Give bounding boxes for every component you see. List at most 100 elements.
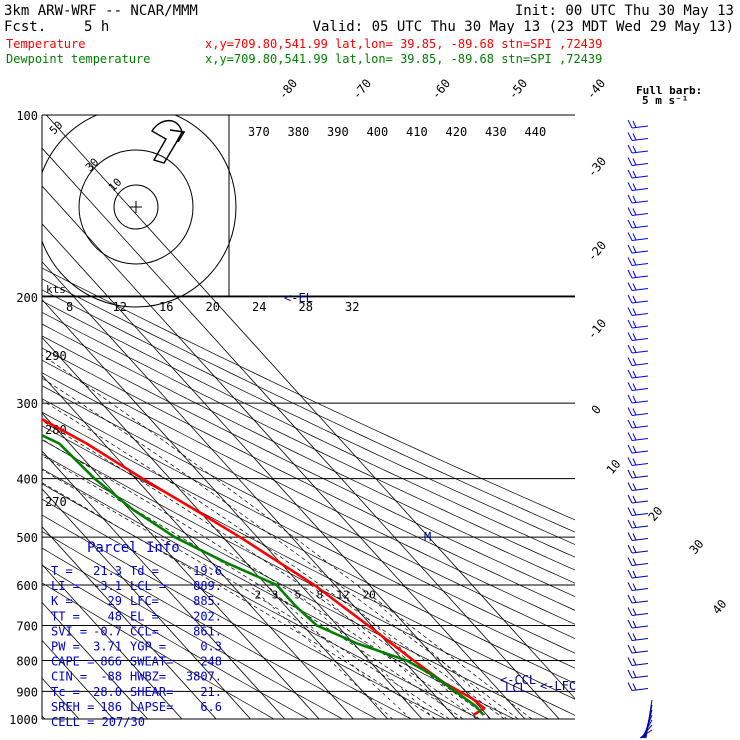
parcel-info-cell: LFC= — [130, 594, 159, 608]
wind-barb — [627, 257, 649, 266]
wind-barb — [627, 219, 649, 229]
wind-barb — [627, 569, 649, 579]
mixing-ratio-label: 3 — [272, 589, 279, 602]
wind-barb — [627, 557, 649, 566]
hodograph-axis-tick: 20 — [206, 300, 220, 314]
mixing-ratio-label: 5 — [294, 589, 301, 602]
mixing-ratio-line — [266, 584, 411, 719]
isotherm-line — [42, 374, 354, 719]
wind-barb — [627, 194, 649, 204]
theta-label: 440 — [525, 125, 547, 139]
parcel-info-cell: -88 — [100, 670, 122, 684]
wind-barb — [627, 507, 649, 516]
hodograph-axis-tick: 24 — [252, 300, 266, 314]
parcel-info-cell: 885. — [193, 594, 222, 608]
m-marker: M — [424, 530, 431, 544]
wind-barb — [627, 319, 649, 329]
isotherm-line — [45, 115, 575, 700]
theta-label: 430 — [485, 125, 507, 139]
dry-adiabat — [42, 267, 575, 521]
dry-adiabat-label: 280 — [45, 423, 67, 437]
hodograph-axis-tick: 12 — [113, 300, 127, 314]
dry-adiabat-label: 290 — [45, 349, 67, 363]
dry-adiabat — [42, 359, 575, 625]
parcel-info-cell: 29 — [108, 594, 122, 608]
parcel-info-cell: 19.6 — [193, 564, 222, 578]
parcel-info-cell: HWBZ= — [130, 670, 166, 684]
isotherm-label: 0 — [589, 402, 604, 417]
dry-adiabat — [42, 385, 575, 654]
parcel-info-cell: LAPSE= — [130, 700, 173, 714]
parcel-info-cell: SHEAR= — [130, 685, 173, 699]
wind-barb — [627, 144, 649, 154]
isotherm-line — [42, 147, 560, 719]
isotherm-line — [42, 412, 320, 719]
parcel-info-cell: CAPE = — [51, 655, 94, 669]
pressure-tick-label: 1000 — [9, 713, 38, 727]
dry-adiabat — [42, 425, 575, 700]
parcel-info-cell: 889. — [193, 579, 222, 593]
isotherm-line — [42, 185, 526, 719]
wind-barb — [627, 432, 649, 441]
isotherm-label: -60 — [429, 76, 454, 102]
isotherm-label: 20 — [646, 504, 666, 524]
wind-barb — [627, 207, 649, 216]
pressure-tick-label: 500 — [16, 531, 38, 545]
hodograph-trace — [151, 119, 183, 164]
parcel-info-cell: YGP = — [130, 640, 166, 654]
wind-barb — [627, 119, 649, 129]
moist-adiabat — [42, 455, 464, 719]
wind-barb — [627, 132, 649, 141]
parcel-info-cell: -0.7 — [93, 624, 122, 638]
isotherm-line — [42, 563, 183, 719]
wind-barb — [627, 282, 649, 291]
hodograph-axis-tick: 32 — [345, 300, 359, 314]
pressure-tick-label: 300 — [16, 397, 38, 411]
parcel-info-title: Parcel Info — [87, 540, 180, 556]
dewpoint-legend: Dewpoint temperature — [6, 52, 151, 66]
theta-label: 380 — [288, 125, 310, 139]
dry-adiabat — [42, 582, 275, 719]
dewpoint-location: x,y=709.80,541.99 lat,lon= 39.85, -89.68… — [205, 52, 602, 66]
dry-adiabat — [42, 439, 575, 716]
el-marker: <-EL — [284, 291, 313, 305]
lfc-marker: <-LFC — [540, 679, 576, 693]
wind-barb — [627, 607, 649, 616]
hodograph-axis-tick: 28 — [299, 300, 313, 314]
wind-barb — [627, 419, 649, 429]
dry-adiabat — [42, 335, 575, 598]
dry-adiabat — [42, 278, 575, 533]
pressure-tick-label: 900 — [16, 685, 38, 699]
barb-unit: 5 m s⁻¹ — [642, 94, 688, 107]
wind-barb — [627, 669, 649, 679]
wind-barb — [627, 344, 649, 354]
wind-barb — [627, 519, 649, 529]
dry-adiabat — [42, 483, 481, 719]
wind-barb — [627, 494, 649, 504]
wind-barb — [627, 382, 649, 391]
temperature-location: x,y=709.80,541.99 lat,lon= 39.85, -89.68… — [205, 37, 602, 51]
dry-adiabat — [42, 498, 447, 719]
parcel-info-cell: SWEAT= — [130, 655, 173, 669]
parcel-info-cell: Td = — [130, 564, 159, 578]
wind-barb — [627, 594, 649, 604]
barb-title: Full barb: — [636, 84, 702, 97]
parcel-info-cell: 48 — [108, 609, 122, 623]
hodograph-ring-middle — [78, 149, 194, 265]
parcel-info-cell: CIN = — [51, 670, 87, 684]
parcel-info-cell: 186 — [100, 700, 122, 714]
mixing-ratio-label: 2 — [254, 589, 261, 602]
wind-barb — [627, 232, 649, 241]
parcel-info-cell: 0.3 — [200, 640, 222, 654]
parcel-info-cell: CCL= — [130, 624, 159, 638]
isotherm-label: -10 — [585, 316, 610, 342]
isotherm-line — [42, 298, 423, 719]
model-title: 3km ARW-WRF -- NCAR/MMM — [4, 3, 198, 19]
dry-adiabat-label: 270 — [45, 495, 67, 509]
parcel-info-cell: PW = — [51, 640, 80, 654]
parcel-info-cell: EL = — [130, 609, 159, 623]
parcel-info-cell: 202. — [193, 609, 222, 623]
temperature-legend: Temperature — [6, 37, 85, 51]
pressure-tick-label: 400 — [16, 473, 38, 487]
pressure-tick-label: 100 — [16, 109, 38, 123]
